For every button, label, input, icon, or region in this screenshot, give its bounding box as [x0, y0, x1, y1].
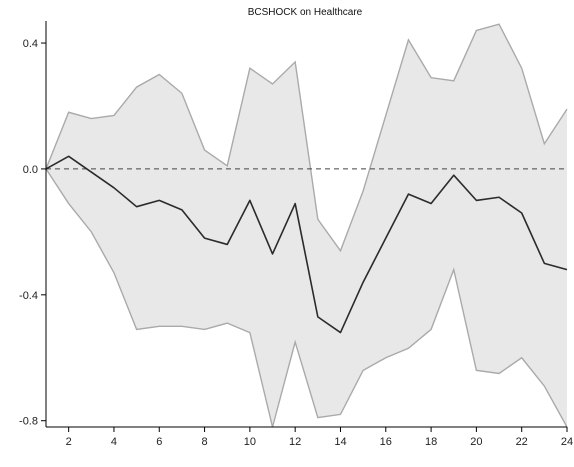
lower-band-line: [45, 168, 568, 428]
y-tick-label: -0.4: [19, 290, 38, 302]
y-tick-label: -0.8: [19, 416, 38, 428]
series-layer: [45, 155, 568, 334]
axes-layer: [45, 21, 567, 428]
chart-title: BCSHOCK on Healthcare: [248, 7, 363, 18]
x-tick-label: 10: [244, 436, 256, 448]
y-tick-label: 0.0: [23, 164, 38, 176]
x-tick-label: 18: [425, 436, 437, 448]
response-series-line: [45, 155, 568, 334]
x-tick-label: 20: [470, 436, 482, 448]
x-tick-label: 2: [66, 436, 72, 448]
upper-band-line: [45, 23, 568, 253]
y-tick-label: 0.4: [23, 38, 38, 50]
x-tick-label: 12: [289, 436, 301, 448]
x-ticks-layer: 2 4 6 8 10 12 14 16 18 20 22 24: [66, 427, 573, 448]
y-ticks-layer: 0.4 0.0 -0.4 -0.8: [19, 38, 46, 428]
x-tick-label: 8: [202, 436, 208, 448]
x-tick-label: 24: [561, 436, 573, 448]
confidence-band-layer: [45, 23, 568, 428]
x-tick-label: 6: [156, 436, 162, 448]
x-tick-label: 16: [380, 436, 392, 448]
x-tick-label: 4: [111, 436, 117, 448]
confidence-band-area: [46, 24, 567, 428]
x-tick-label: 14: [334, 436, 346, 448]
x-tick-label: 22: [516, 436, 528, 448]
